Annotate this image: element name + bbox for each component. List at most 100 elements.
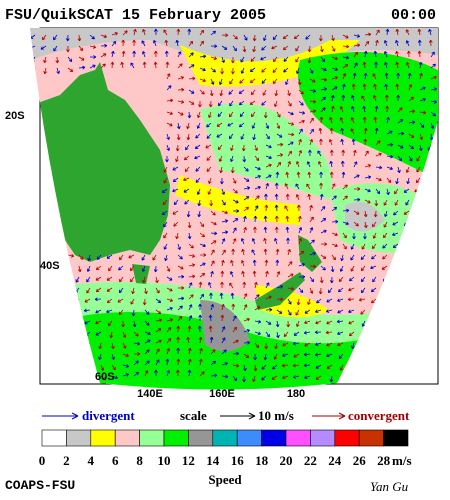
wind-arrow (176, 28, 181, 36)
wind-arrow (296, 298, 301, 306)
wind-arrow (375, 188, 381, 195)
wind-arrow (208, 111, 212, 118)
wind-arrow (198, 314, 202, 322)
wind-arrow (296, 171, 301, 179)
wind-arrow (184, 199, 190, 205)
wind-arrow (419, 86, 426, 91)
wind-arrow (121, 39, 126, 47)
wind-arrow (309, 117, 314, 124)
wind-arrow (141, 51, 146, 58)
wind-arrow (274, 238, 278, 245)
wind-arrow (155, 276, 159, 284)
wind-arrow (34, 151, 40, 157)
title: FSU/QuikSCAT 15 February 2005 (5, 7, 266, 24)
wind-arrow (374, 199, 379, 207)
wind-arrow (249, 67, 256, 73)
wind-arrow (243, 166, 249, 172)
wind-arrow (417, 39, 422, 47)
wind-arrow (106, 276, 113, 281)
wind-arrow (338, 287, 344, 293)
wind-arrow (342, 208, 350, 213)
wind-arrow (144, 331, 151, 336)
wind-arrow (350, 254, 355, 261)
wind-arrow (131, 287, 135, 295)
wind-arrow (210, 231, 218, 236)
wind-arrow (374, 127, 379, 135)
wind-arrow (298, 150, 303, 157)
wind-arrow (275, 320, 280, 328)
wind-arrow (173, 221, 179, 227)
wind-arrow (375, 165, 383, 170)
wind-arrow (296, 204, 301, 212)
wind-arrow (241, 270, 245, 278)
wind-arrow (364, 188, 371, 193)
wind-arrow (373, 95, 377, 102)
wind-arrow (284, 183, 289, 190)
lon-label: 160E (209, 388, 235, 400)
wind-arrow (188, 89, 195, 94)
wind-arrow (418, 144, 423, 152)
wind-arrow (297, 78, 302, 86)
wind-arrow (166, 318, 174, 322)
wind-arrow (205, 144, 212, 149)
wind-arrow (340, 254, 344, 262)
wind-arrow (111, 32, 118, 36)
wind-arrow (298, 111, 306, 115)
wind-arrow (303, 330, 311, 335)
wind-arrow (261, 78, 267, 84)
wind-arrow (342, 44, 350, 49)
wind-arrow (166, 306, 173, 311)
wind-arrow (405, 29, 410, 36)
wind-arrow (232, 315, 237, 322)
wind-arrow (117, 298, 124, 303)
wind-arrow (242, 45, 247, 53)
wind-arrow (196, 188, 201, 195)
wind-arrow (32, 171, 37, 179)
wind-arrow (353, 51, 358, 58)
wind-arrow (395, 83, 400, 91)
colorbar-tick-label: 16 (231, 453, 245, 468)
wind-arrow (122, 364, 130, 368)
wind-arrow (209, 292, 213, 300)
wind-arrow (394, 188, 399, 195)
wind-arrow (32, 89, 37, 97)
wind-arrow (287, 161, 292, 168)
wind-arrow (166, 85, 172, 91)
wind-arrow (261, 100, 267, 106)
colorbar-tick-label: 8 (136, 453, 143, 468)
wind-arrow (265, 282, 270, 289)
wind-arrow (209, 89, 214, 97)
wind-arrow (418, 61, 423, 69)
wind-arrow (95, 331, 102, 336)
wind-arrow (216, 133, 223, 138)
wind-arrow (55, 56, 60, 64)
wind-arrow (386, 177, 392, 184)
wind-arrow (263, 226, 268, 234)
wind-arrow (218, 155, 223, 162)
wind-arrow (382, 232, 388, 239)
colorbar-box (163, 429, 189, 447)
wind-arrow (295, 309, 300, 316)
wind-arrow (309, 204, 313, 212)
wind-arrow (31, 331, 36, 338)
wind-arrow (265, 155, 272, 160)
wind-arrow (405, 166, 410, 173)
wind-arrow (263, 215, 268, 223)
wind-arrow (261, 67, 267, 73)
wind-arrow (373, 116, 378, 124)
wind-arrow (316, 298, 322, 304)
wind-arrow (183, 188, 190, 193)
wind-arrow (208, 282, 212, 289)
wind-arrow (231, 248, 235, 256)
wind-arrow (131, 309, 136, 317)
wind-arrow (210, 56, 217, 60)
wind-arrow (406, 50, 411, 58)
wind-arrow (250, 111, 256, 118)
wind-arrow (107, 320, 113, 327)
wind-arrow (363, 127, 368, 135)
wind-arrow (309, 139, 314, 146)
wind-arrow (307, 45, 312, 53)
wind-arrow (155, 328, 162, 333)
wind-arrow (95, 320, 102, 325)
wind-arrow (265, 270, 269, 278)
